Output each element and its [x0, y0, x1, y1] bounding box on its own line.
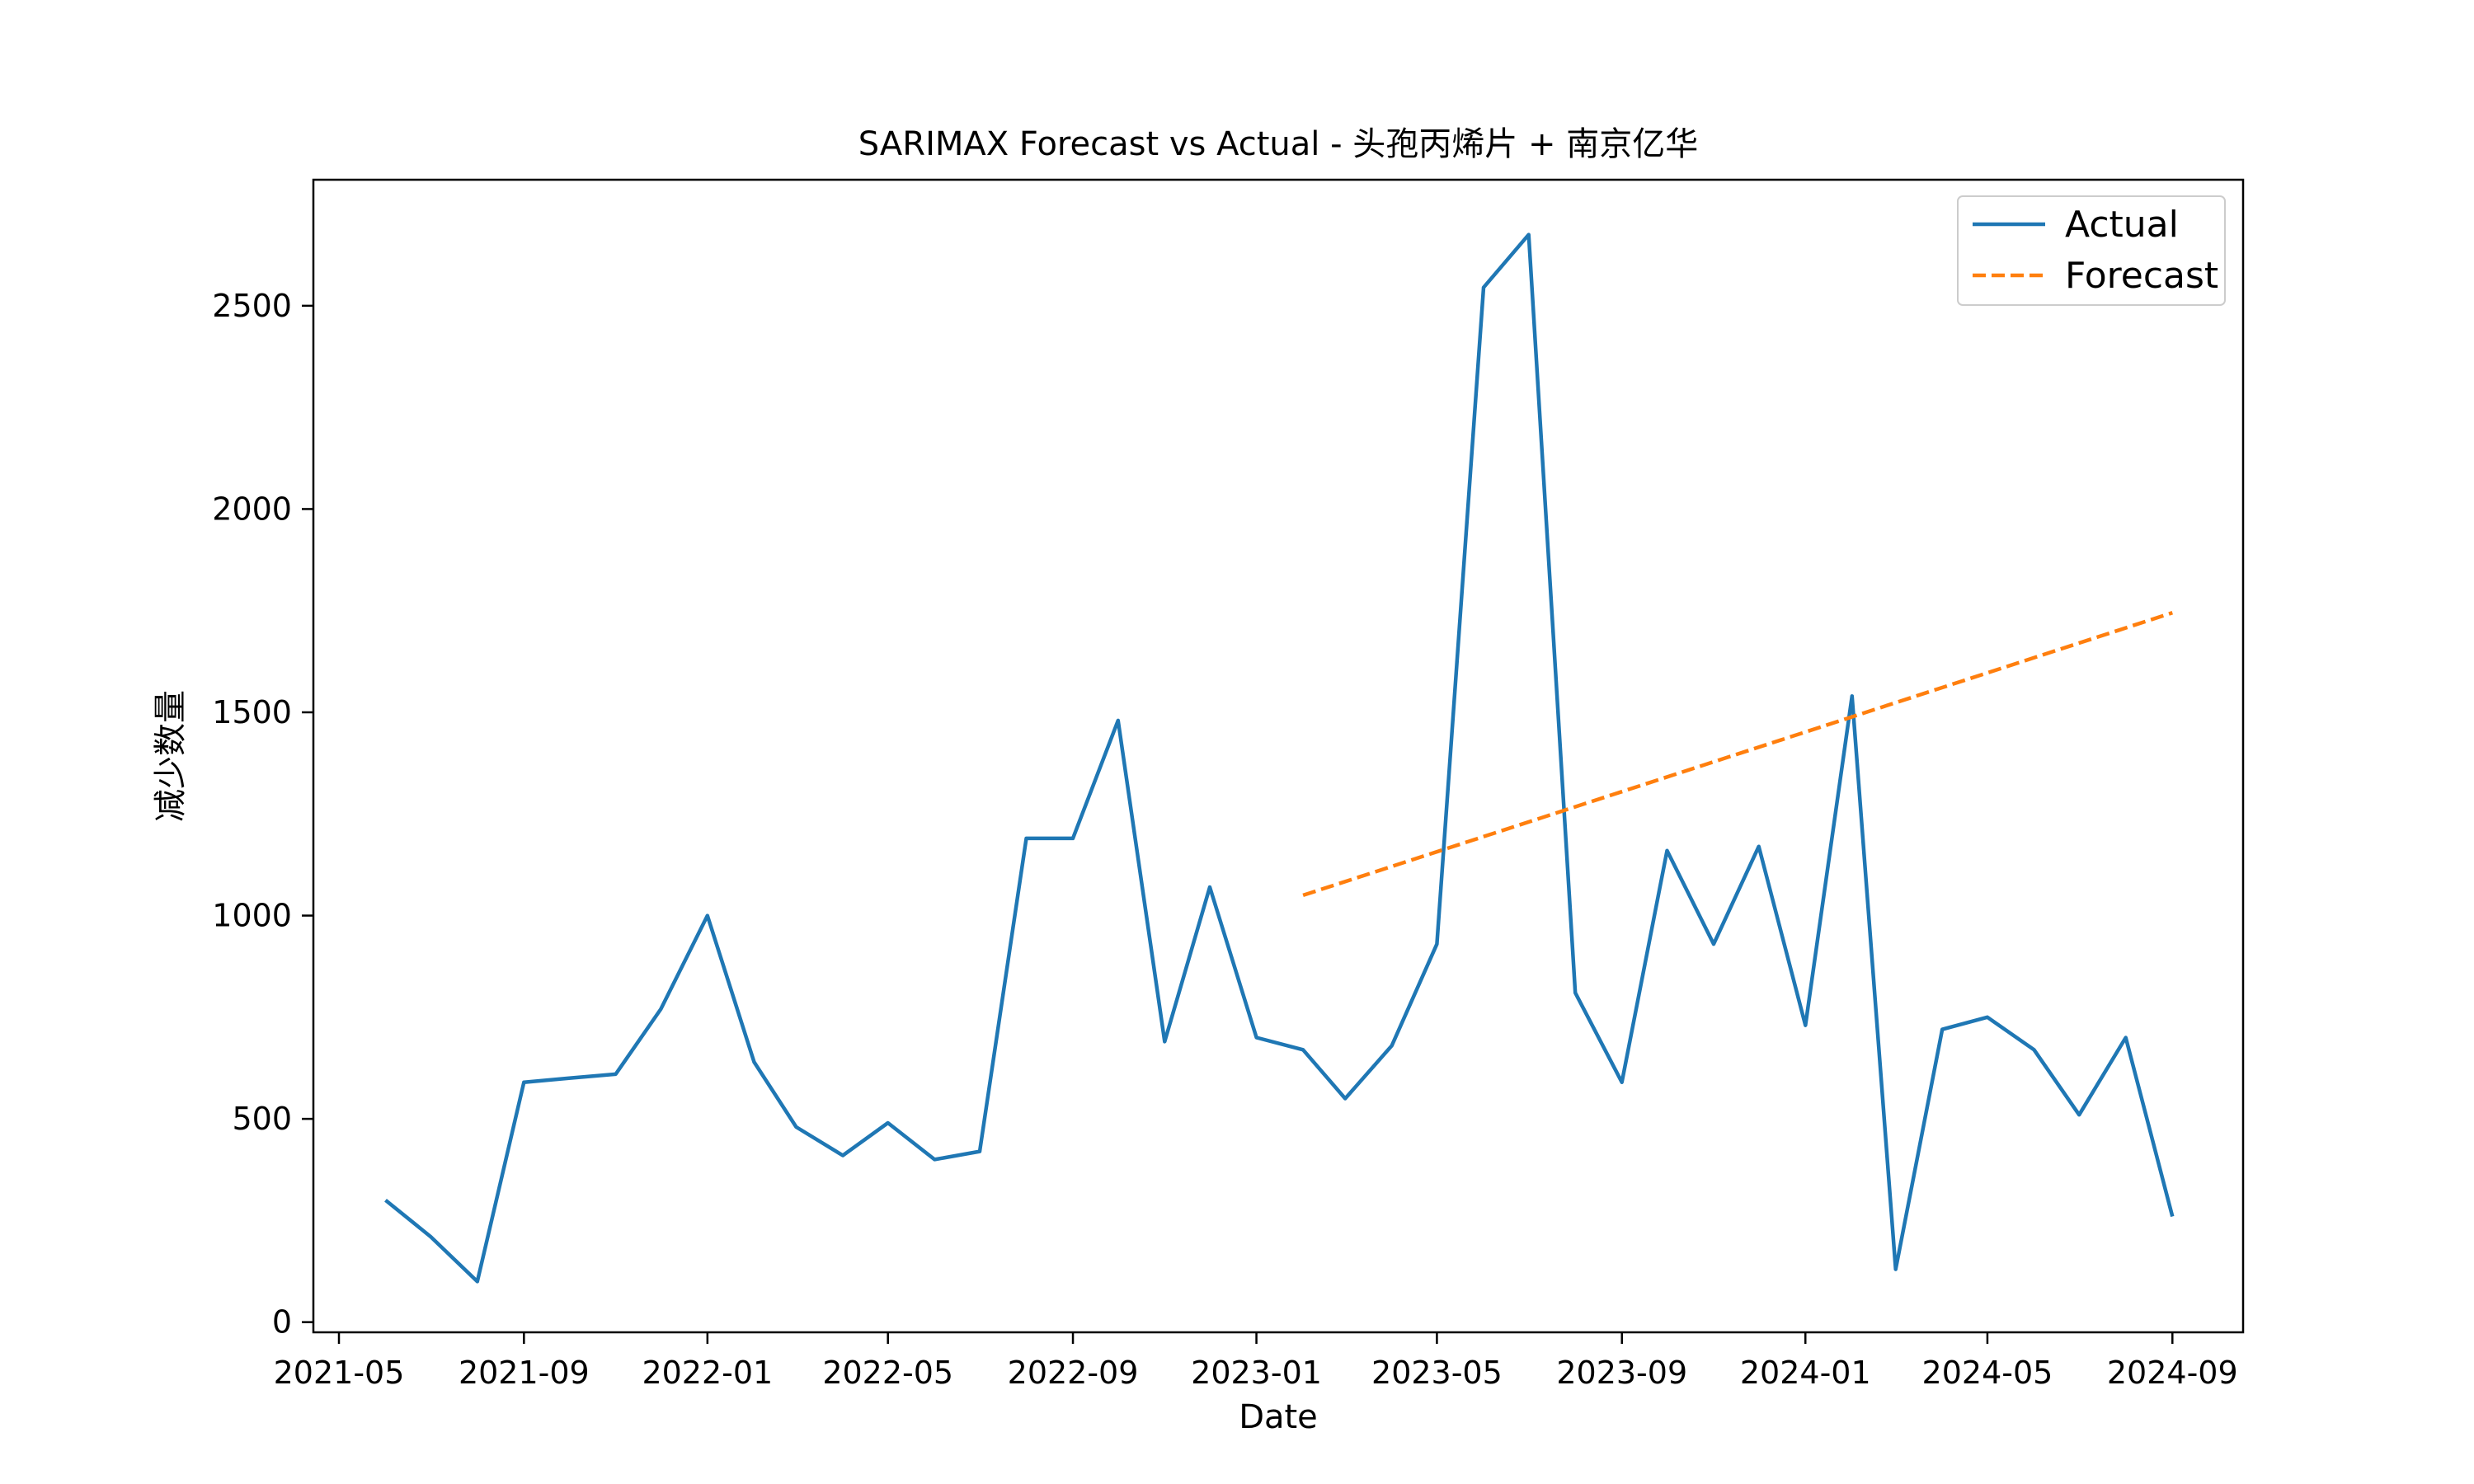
x-tick-label: 2021-05 [274, 1355, 405, 1391]
x-tick-label: 2022-05 [822, 1355, 953, 1391]
series-line-forecast [1302, 611, 2173, 898]
x-tick-label: 2022-01 [642, 1355, 773, 1391]
legend-label-forecast: Forecast [2065, 255, 2218, 297]
x-tick-label: 2024-01 [1740, 1355, 1871, 1391]
x-axis-label: Date [1239, 1398, 1318, 1436]
plot-area [312, 178, 2245, 1334]
y-tick-label: 2000 [212, 491, 292, 527]
y-tick-label: 0 [272, 1304, 292, 1341]
series-layer [384, 232, 2175, 1284]
y-tick-label: 2500 [212, 288, 292, 324]
y-tick-label: 1000 [212, 898, 292, 934]
x-tick-label: 2023-01 [1191, 1355, 1322, 1391]
chart-title: SARIMAX Forecast vs Actual - 头孢丙烯片 + 南京亿… [858, 125, 1698, 163]
x-axis: 2021-05 2021-09 2022-01 2022-05 2022-09 2023-… [274, 1332, 2238, 1391]
y-tick-label: 1500 [212, 694, 292, 730]
series-line-actual [384, 232, 2175, 1284]
x-tick-label: 2024-09 [2107, 1355, 2238, 1391]
x-tick-label: 2023-09 [1556, 1355, 1687, 1391]
y-axis-label: 减少数量 [152, 690, 190, 822]
plot-frame [312, 178, 2245, 1334]
x-tick-label: 2022-09 [1008, 1355, 1139, 1391]
legend: Actual Forecast [1957, 195, 2226, 306]
x-tick-label: 2023-05 [1371, 1355, 1503, 1391]
y-tick-label: 500 [232, 1101, 292, 1137]
legend-label-actual: Actual [2065, 204, 2179, 246]
y-axis: 0 500 1000 1500 2000 2500 [212, 288, 313, 1341]
x-tick-label: 2021-09 [459, 1355, 590, 1391]
x-tick-label: 2024-05 [1922, 1355, 2053, 1391]
